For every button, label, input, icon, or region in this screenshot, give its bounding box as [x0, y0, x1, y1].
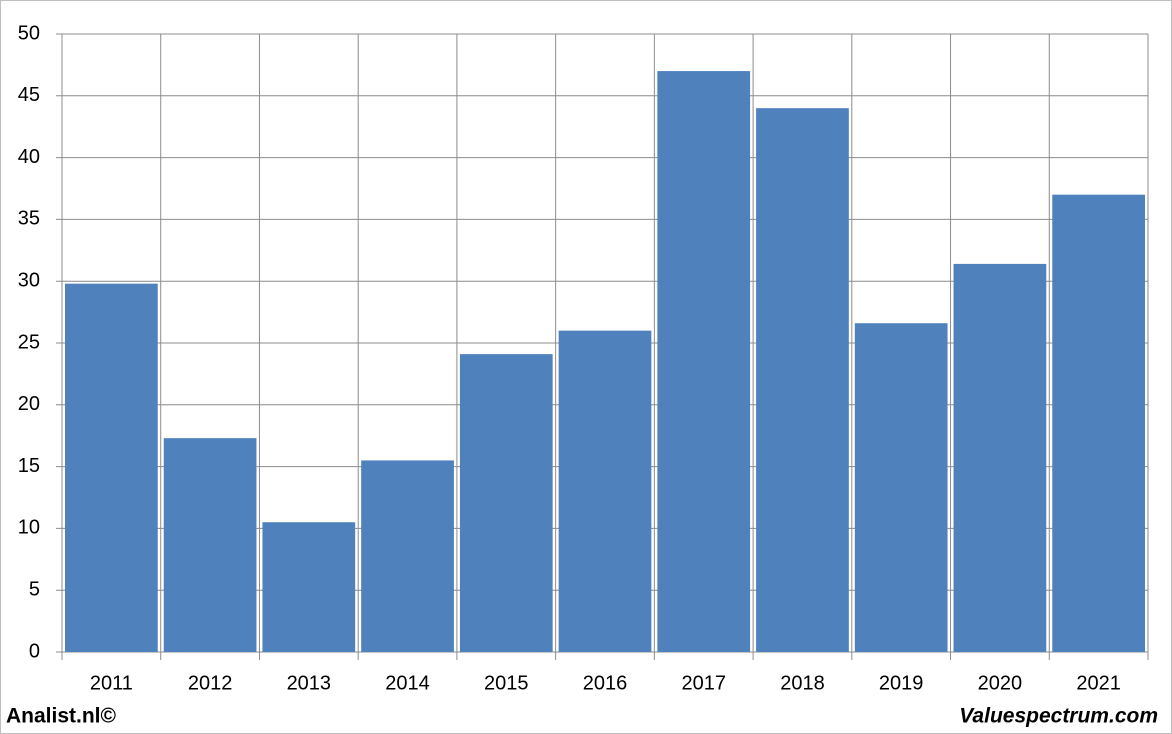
y-tick-label: 15: [18, 455, 40, 477]
bar: [558, 330, 652, 652]
bar: [854, 323, 948, 652]
bar: [953, 263, 1047, 652]
y-tick-label: 25: [18, 331, 40, 353]
bar: [756, 108, 849, 652]
y-tick-label: 20: [18, 393, 40, 415]
x-tick-label: 2019: [879, 672, 924, 694]
x-tick-label: 2015: [484, 672, 529, 694]
footer-right: Valuespectrum.com: [959, 705, 1158, 728]
bar: [459, 354, 553, 652]
y-tick-label: 35: [18, 208, 40, 230]
y-tick-label: 40: [18, 146, 40, 168]
x-tick-label: 2011: [90, 672, 133, 694]
footer-left: Analist.nl©: [6, 705, 117, 728]
y-tick-label: 0: [29, 640, 40, 662]
y-tick-label: 5: [29, 578, 40, 600]
bar: [1052, 194, 1145, 652]
bar: [262, 522, 356, 652]
x-tick-label: 2018: [780, 672, 825, 694]
x-tick-label: 2020: [978, 672, 1023, 694]
bar: [65, 283, 158, 652]
x-tick-label: 2014: [385, 672, 430, 694]
bar: [163, 438, 257, 652]
y-tick-label: 10: [18, 517, 40, 539]
y-tick-label: 45: [18, 84, 40, 106]
y-tick-label: 50: [18, 22, 40, 44]
x-tick-label: 2013: [287, 672, 332, 694]
y-tick-label: 30: [18, 269, 40, 291]
x-tick-label: 2017: [681, 672, 726, 694]
x-tick-label: 2016: [583, 672, 628, 694]
bar: [361, 460, 454, 652]
bar: [657, 71, 751, 652]
x-tick-label: 2021: [1076, 672, 1121, 694]
x-tick-label: 2012: [188, 672, 233, 694]
